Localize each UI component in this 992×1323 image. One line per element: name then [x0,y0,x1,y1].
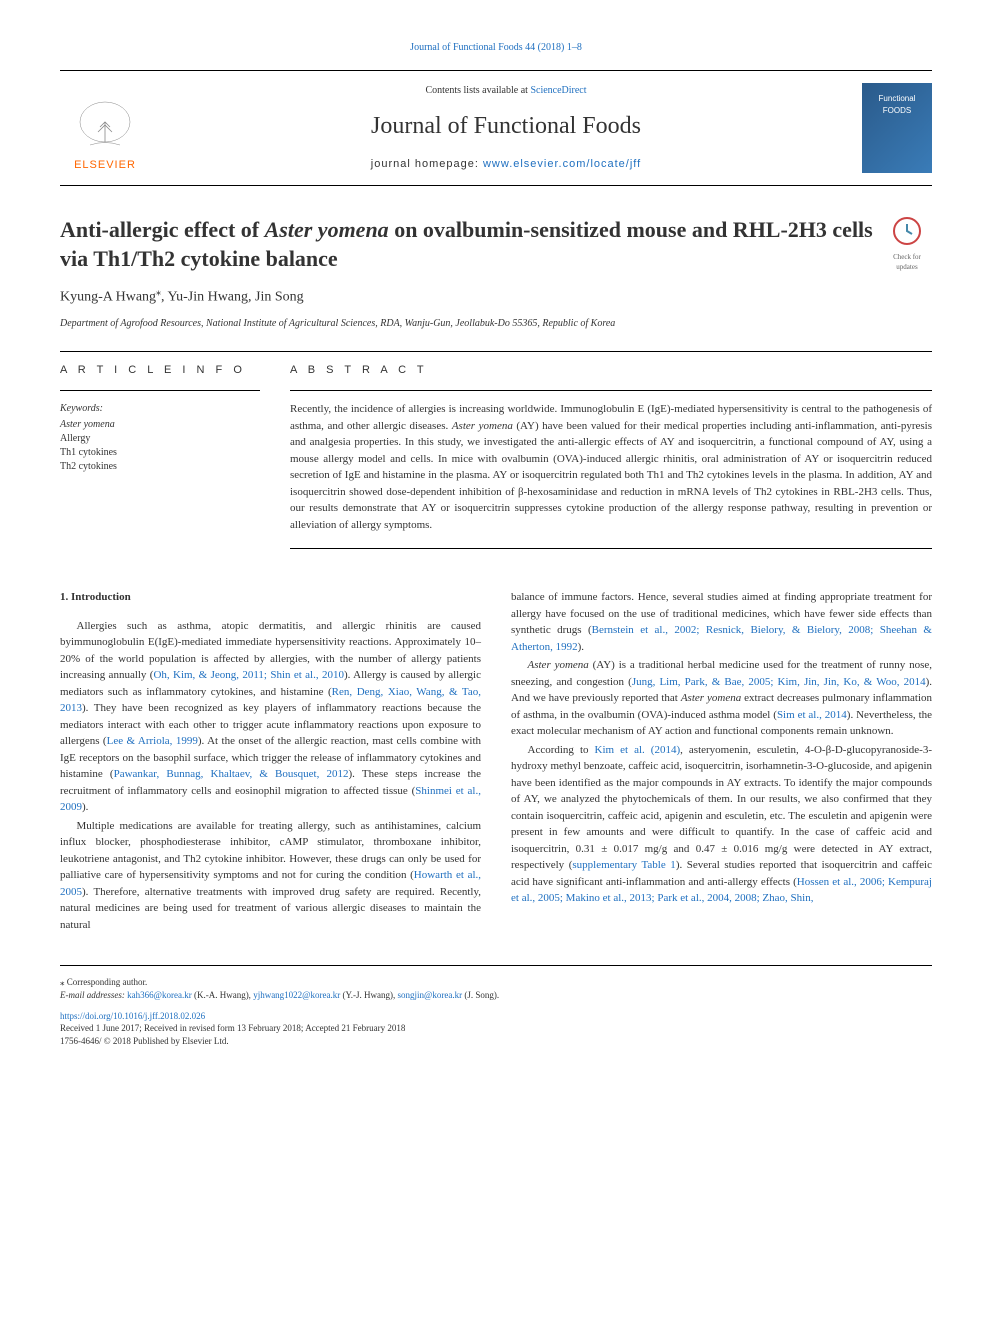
keywords-label: Keywords: [60,401,260,416]
copyright: 1756-4646/ © 2018 Published by Elsevier … [60,1035,932,1048]
elsevier-logo[interactable]: ELSEVIER [60,83,150,173]
article-info: A R T I C L E I N F O Keywords: Aster yo… [60,362,260,560]
divider [60,351,932,352]
body-left-column: 1. Introduction Allergies such as asthma… [60,589,481,935]
footer: ⁎ Corresponding author. E-mail addresses… [60,965,932,1047]
email-link[interactable]: songjin@korea.kr [398,990,463,1000]
journal-center: Contents lists available at ScienceDirec… [170,83,842,173]
cover-text-1: Functional [879,93,916,105]
citation-link[interactable]: Kim et al. (2014) [595,744,681,756]
doi-link[interactable]: https://doi.org/10.1016/j.jff.2018.02.02… [60,1011,205,1021]
received-dates: Received 1 June 2017; Received in revise… [60,1022,932,1035]
abstract-column: A B S T R A C T Recently, the incidence … [290,362,932,560]
journal-header: ELSEVIER Contents lists available at Sci… [60,70,932,186]
contents-available: Contents lists available at ScienceDirec… [170,83,842,98]
keyword-item: Allergy [60,432,260,446]
divider [60,390,260,391]
body-right-column: balance of immune factors. Hence, severa… [511,589,932,935]
check-updates-text: Check for updates [882,252,932,273]
journal-name: Journal of Functional Foods [170,108,842,144]
body-paragraph: Allergies such as asthma, atopic dermati… [60,618,481,816]
email-link[interactable]: kah366@korea.kr [127,990,192,1000]
keyword-item: Th2 cytokines [60,460,260,474]
abstract-text: Recently, the incidence of allergies is … [290,401,932,533]
elsevier-text: ELSEVIER [74,157,136,174]
citation-link[interactable]: Sim et al., 2014 [777,709,847,721]
homepage-link[interactable]: www.elsevier.com/locate/jff [483,158,641,170]
affiliation: Department of Agrofood Resources, Nation… [60,316,932,331]
elsevier-tree-icon [70,97,140,157]
article-title: Anti-allergic effect of Aster yomena on … [60,216,932,273]
divider [290,548,932,549]
abstract-header: A B S T R A C T [290,362,932,379]
citation-link[interactable]: Pawankar, Bunnag, Khaltaev, & Bousquet, … [114,768,349,780]
body-columns: 1. Introduction Allergies such as asthma… [60,589,932,935]
check-updates-icon [892,216,922,246]
body-paragraph: Multiple medications are available for t… [60,818,481,934]
citation-link[interactable]: Jung, Lim, Park, & Bae, 2005; Kim, Jin, … [632,676,926,688]
email-addresses: E-mail addresses: kah366@korea.kr (K.-A.… [60,989,932,1002]
citation-link[interactable]: Oh, Kim, & Jeong, 2011; Shin et al., 201… [153,669,344,681]
journal-homepage: journal homepage: www.elsevier.com/locat… [170,156,842,173]
keyword-item: Th1 cytokines [60,446,260,460]
citation-link[interactable]: supplementary Table 1 [572,859,675,871]
journal-cover-thumbnail[interactable]: Functional FOODS [862,83,932,173]
divider [290,390,932,391]
sciencedirect-link[interactable]: ScienceDirect [530,85,586,96]
body-paragraph: Aster yomena (AY) is a traditional herba… [511,657,932,740]
email-link[interactable]: yjhwang1022@korea.kr [253,990,340,1000]
body-paragraph: balance of immune factors. Hence, severa… [511,589,932,655]
journal-issue-link[interactable]: Journal of Functional Foods 44 (2018) 1–… [60,40,932,55]
check-updates-badge[interactable]: Check for updates [882,216,932,273]
cover-text-2: FOODS [883,105,911,117]
intro-header: 1. Introduction [60,589,481,606]
info-abstract-row: A R T I C L E I N F O Keywords: Aster yo… [60,362,932,560]
article-info-header: A R T I C L E I N F O [60,362,260,379]
keyword-item: Aster yomena [60,418,260,432]
corresponding-author: ⁎ Corresponding author. [60,976,932,989]
body-paragraph: According to Kim et al. (2014), asteryom… [511,742,932,907]
citation-link[interactable]: Lee & Arriola, 1999 [107,735,198,747]
authors: Kyung-A Hwang⁎, Yu-Jin Hwang, Jin Song [60,285,932,308]
